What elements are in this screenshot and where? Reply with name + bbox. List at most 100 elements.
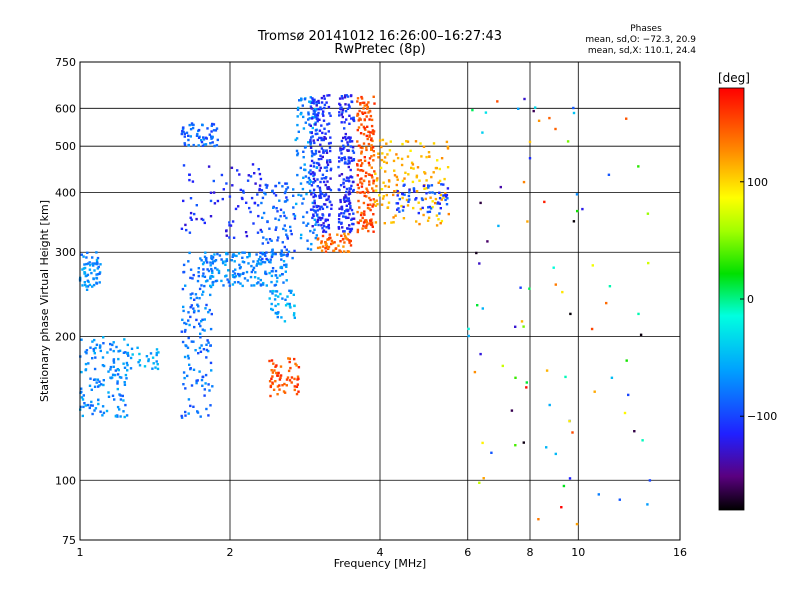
data-point <box>318 129 322 132</box>
data-point <box>182 126 185 129</box>
data-point <box>194 293 198 296</box>
data-point <box>253 172 256 175</box>
data-point <box>446 145 450 149</box>
data-point <box>269 258 272 261</box>
data-point <box>80 387 83 390</box>
data-point <box>341 238 345 241</box>
data-point <box>293 357 296 361</box>
data-point <box>121 394 124 398</box>
data-point <box>257 281 260 284</box>
data-point <box>435 214 439 217</box>
data-point <box>313 173 316 176</box>
data-point <box>265 272 268 276</box>
data-point <box>88 384 92 387</box>
data-point <box>281 241 284 244</box>
data-point <box>411 163 415 166</box>
data-point <box>90 271 93 275</box>
data-point <box>210 124 213 127</box>
data-point <box>314 211 317 214</box>
data-point <box>347 149 350 152</box>
data-point <box>348 241 351 244</box>
data-point <box>310 242 313 246</box>
data-point <box>545 369 549 372</box>
data-point <box>406 155 410 158</box>
data-point <box>575 522 579 526</box>
data-point <box>81 398 85 401</box>
data-point <box>312 181 315 184</box>
data-point <box>328 213 331 216</box>
data-point <box>204 143 208 146</box>
data-point <box>80 370 83 374</box>
data-point <box>283 391 287 394</box>
data-point <box>343 156 346 159</box>
data-point <box>270 239 273 242</box>
data-point <box>361 146 364 150</box>
data-point <box>205 257 208 260</box>
data-point <box>126 363 129 367</box>
data-point <box>348 140 352 143</box>
data-point <box>232 236 236 239</box>
data-point <box>210 312 213 316</box>
data-point <box>324 203 327 206</box>
data-point <box>316 161 319 165</box>
data-point <box>333 241 336 244</box>
data-point <box>312 231 315 234</box>
data-point <box>309 138 312 142</box>
data-point <box>385 142 388 145</box>
data-point <box>320 205 323 208</box>
data-point <box>92 349 96 353</box>
data-point <box>188 123 191 127</box>
data-point <box>238 267 242 270</box>
y-tick-label: 500 <box>55 140 76 153</box>
data-point <box>318 150 321 153</box>
data-point <box>264 193 267 196</box>
data-point <box>225 258 228 261</box>
data-point <box>200 320 203 323</box>
data-point <box>548 403 551 407</box>
data-point <box>156 367 160 371</box>
data-point <box>312 153 316 156</box>
data-point <box>237 205 240 208</box>
data-point <box>315 166 319 169</box>
data-point <box>200 378 204 382</box>
data-point <box>285 384 288 387</box>
data-point <box>285 182 289 185</box>
data-point <box>371 129 375 132</box>
data-point <box>328 187 331 191</box>
data-point <box>281 297 284 300</box>
data-point <box>264 183 267 187</box>
data-point <box>189 276 192 280</box>
data-point <box>368 131 372 134</box>
data-point <box>95 343 99 346</box>
data-point <box>438 191 441 194</box>
data-point <box>298 99 301 102</box>
data-point <box>308 182 311 185</box>
data-point <box>155 353 158 357</box>
data-point <box>206 261 209 264</box>
data-point <box>369 198 372 202</box>
data-point <box>347 103 350 106</box>
data-point <box>564 375 567 379</box>
data-point <box>407 200 410 203</box>
data-point <box>446 166 450 169</box>
data-point <box>287 357 290 360</box>
data-point <box>369 114 373 118</box>
data-point <box>346 107 350 110</box>
data-point <box>261 257 264 261</box>
data-point <box>84 362 88 366</box>
data-point <box>347 156 350 159</box>
data-point <box>275 226 278 229</box>
data-point <box>204 136 208 139</box>
data-point <box>519 286 522 289</box>
data-point <box>350 140 354 143</box>
data-point <box>266 220 269 223</box>
data-point <box>342 230 345 233</box>
data-point <box>283 191 287 195</box>
data-point <box>211 283 215 287</box>
data-point <box>99 349 102 353</box>
data-point <box>316 138 319 142</box>
data-point <box>213 202 217 205</box>
data-point <box>314 123 317 126</box>
data-point <box>340 152 343 155</box>
data-point <box>207 269 211 273</box>
